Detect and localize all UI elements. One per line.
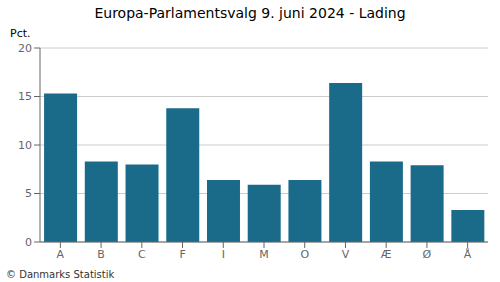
svg-text:B: B [97, 248, 105, 261]
svg-text:15: 15 [18, 90, 32, 103]
html-text:Europa-Parlamentsvalg 9. juni: Europa-Parlamentsvalg 9. juni 2024 - Lad… [94, 5, 406, 21]
svg-text:V: V [342, 248, 350, 261]
svg-text:M: M [259, 248, 269, 261]
svg-text:A: A [57, 248, 65, 261]
svg-text:Æ: Æ [381, 248, 392, 261]
svg-text:Ø: Ø [423, 248, 432, 261]
svg-text:5: 5 [25, 187, 32, 200]
svg-text:F: F [179, 248, 185, 261]
svg-text:C: C [138, 248, 146, 261]
svg-text:0: 0 [25, 236, 32, 249]
svg-text:10: 10 [18, 139, 32, 152]
svg-text:O: O [300, 248, 309, 261]
html-text:Pct.: Pct. [10, 27, 31, 40]
svg-text:Å: Å [464, 248, 472, 261]
svg-text:I: I [222, 248, 225, 261]
html-text:© Danmarks Statistik: © Danmarks Statistik [6, 269, 115, 280]
svg-text:20: 20 [18, 42, 32, 55]
